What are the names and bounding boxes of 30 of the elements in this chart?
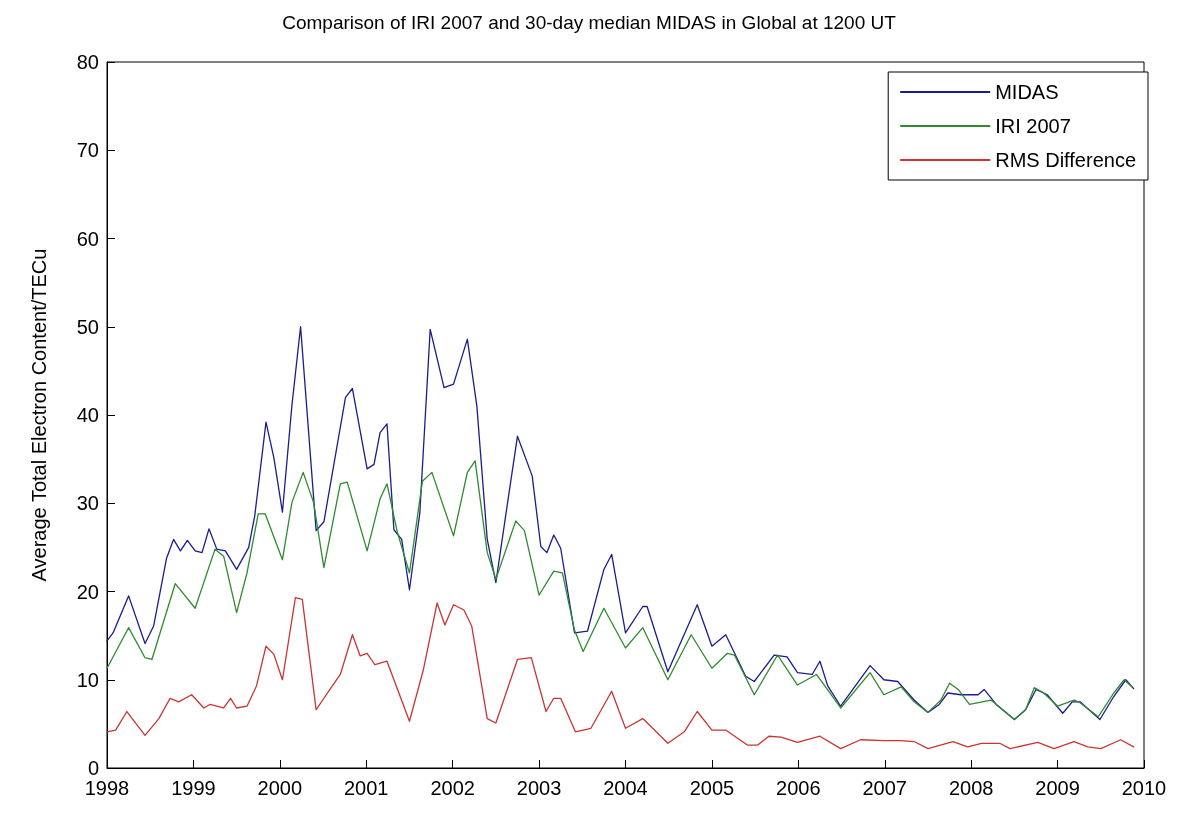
y-tick-label: 80 xyxy=(76,51,99,73)
x-tick-label: 2005 xyxy=(689,777,735,799)
y-tick-label: 40 xyxy=(76,404,99,426)
line-series xyxy=(106,326,1135,721)
x-tick-label: 1999 xyxy=(171,777,216,799)
x-tick-label: 2008 xyxy=(948,777,994,799)
x-tick-label: 2002 xyxy=(430,777,475,799)
legend-label: MIDAS xyxy=(995,81,1059,103)
x-tick-label: 2006 xyxy=(776,777,821,799)
line-series xyxy=(106,460,1133,721)
y-tick-label: 50 xyxy=(76,315,99,338)
y-tick-label: 20 xyxy=(76,580,99,603)
x-tick-label: 2010 xyxy=(1121,777,1167,799)
x-tick-label: 2000 xyxy=(257,777,303,799)
x-tick-label: 2003 xyxy=(516,777,562,799)
y-tick-label: 70 xyxy=(76,139,99,162)
y-axis-title: Average Total Electron Content/TECu xyxy=(28,248,50,582)
legend-label: RMS Difference xyxy=(995,149,1137,171)
x-tick-label: 1998 xyxy=(84,777,130,799)
chart-title: Comparison of IRI 2007 and 30-day median MIDAS in Global at 1200 UT xyxy=(282,12,897,33)
y-tick-label: 10 xyxy=(76,668,99,691)
x-tick-label: 2001 xyxy=(344,777,389,799)
legend-label: IRI 2007 xyxy=(995,115,1071,137)
x-tick-label: 2009 xyxy=(1035,777,1080,799)
x-tick-label: 2004 xyxy=(603,777,648,799)
line-series xyxy=(106,597,1135,750)
x-tick-label: 2007 xyxy=(862,777,907,799)
y-tick-label: 30 xyxy=(76,492,99,515)
y-tick-label: 0 xyxy=(87,757,99,779)
y-tick-label: 60 xyxy=(76,227,99,250)
